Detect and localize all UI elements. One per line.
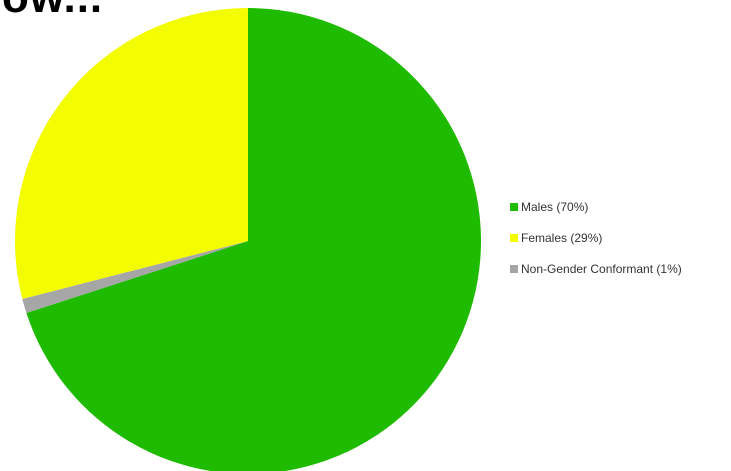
pie-slices [15, 8, 481, 471]
legend-item-non-gender-conformant: Non-Gender Conformant (1%) [510, 261, 682, 277]
legend-label-females: Females (29%) [521, 231, 603, 245]
legend-swatch-males [510, 203, 518, 211]
pie-slice-males [26, 8, 481, 471]
legend-swatch-non-gender-conformant [510, 265, 518, 273]
legend-item-females: Females (29%) [510, 230, 682, 246]
chart-legend: Males (70%) Females (29%) Non-Gender Con… [510, 199, 682, 292]
legend-swatch-females [510, 234, 518, 242]
pie-slice-non-gender-conformant [22, 241, 248, 313]
legend-label-non-gender-conformant: Non-Gender Conformant (1%) [521, 262, 682, 276]
legend-label-males: Males (70%) [521, 200, 589, 214]
pie-slice-females [15, 8, 249, 299]
legend-item-males: Males (70%) [510, 199, 682, 215]
page-title: ow... [2, 0, 103, 20]
